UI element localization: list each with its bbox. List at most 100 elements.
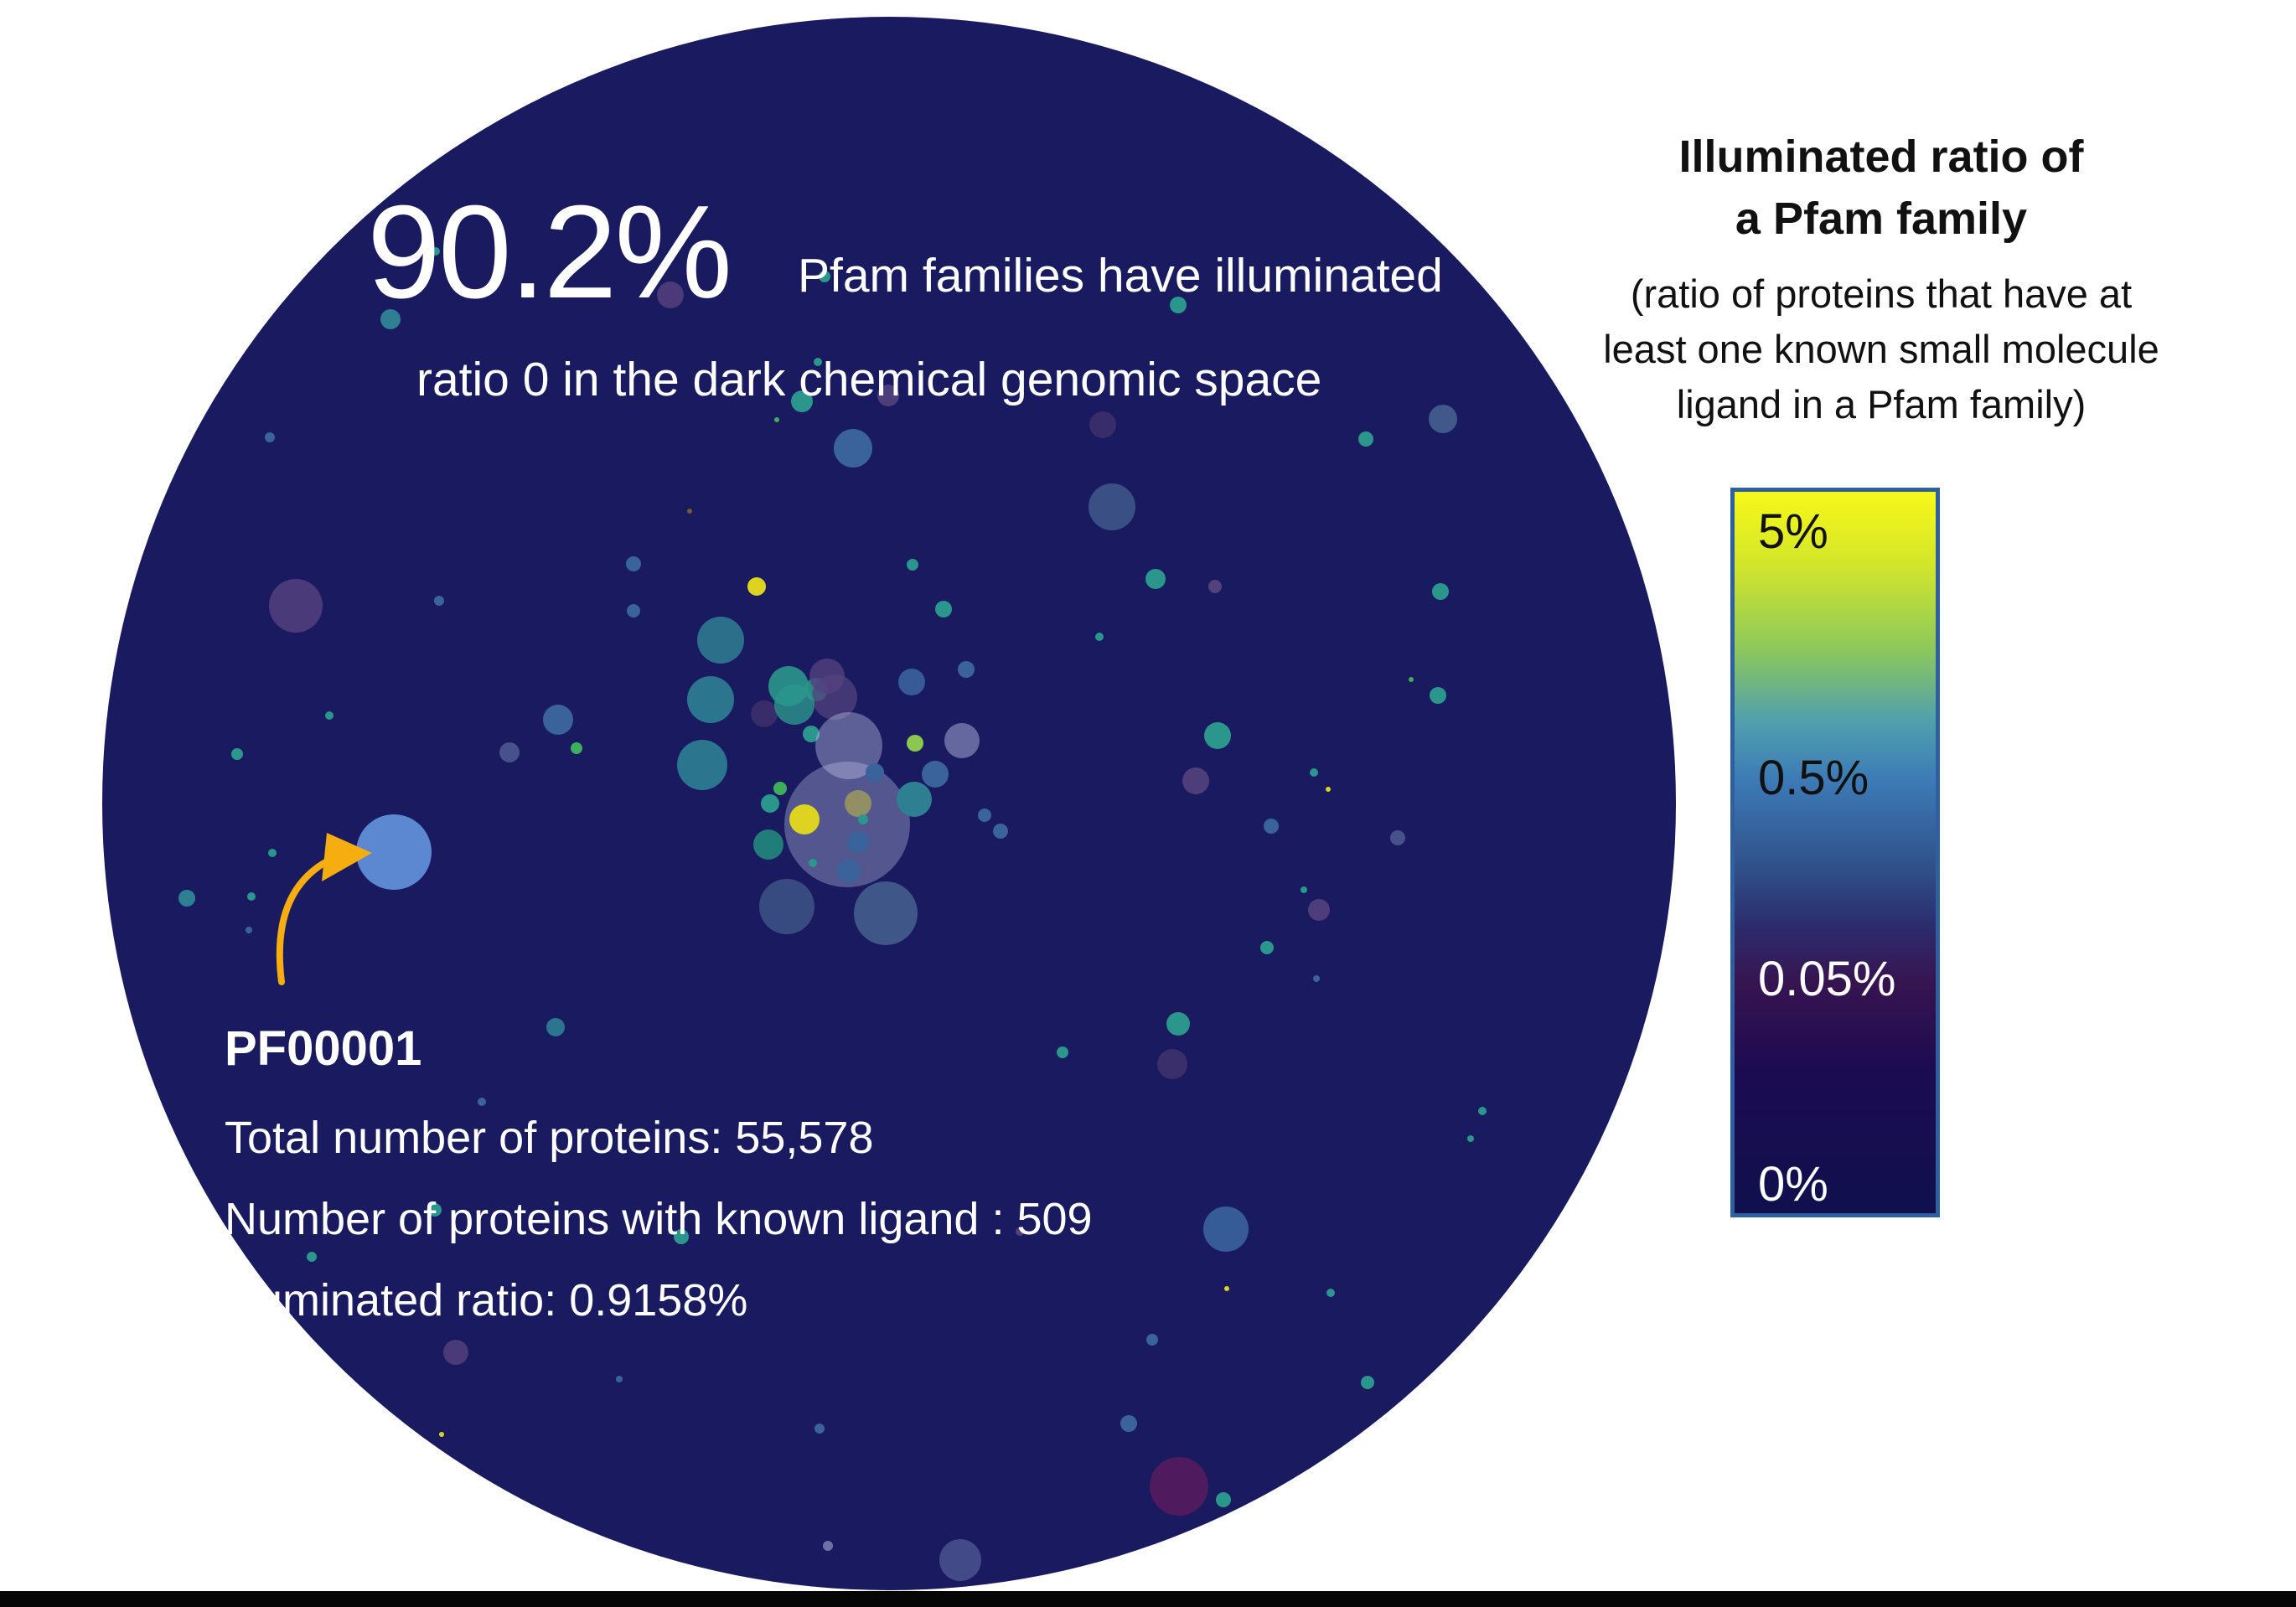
bubble (657, 282, 684, 308)
bubble (1016, 1227, 1024, 1236)
bubble (325, 711, 334, 720)
legend-subtitle: (ratio of proteins that have at least on… (1592, 266, 2170, 432)
bubble (944, 723, 980, 758)
bubble (834, 429, 872, 468)
bubble (478, 1098, 486, 1106)
bubble (922, 761, 949, 788)
bubble (687, 676, 734, 723)
bubble (761, 794, 779, 813)
bubble (1182, 767, 1209, 794)
bubble (751, 700, 778, 727)
bubble (1120, 1415, 1137, 1432)
colorbar-tick-label: 0.05% (1758, 952, 1896, 1006)
headline-line2: ratio 0 in the dark chemical genomic spa… (416, 353, 1322, 406)
bubble (907, 559, 918, 571)
bubble (1390, 830, 1405, 845)
bubble (1146, 1334, 1158, 1346)
bubble (428, 1203, 442, 1217)
bubble (847, 831, 869, 853)
bubble (1358, 431, 1373, 447)
bubble (789, 804, 820, 835)
bubble (268, 849, 277, 857)
pf-known-ligand: Number of proteins with known ligand : 5… (225, 1194, 1093, 1244)
colorbar: 5% 0.5% 0.05% 0% (1730, 488, 1940, 1217)
bubble (434, 596, 444, 606)
bubble (1301, 886, 1307, 893)
pf-total-proteins: Total number of proteins: 55,578 (225, 1113, 874, 1163)
bubble (677, 740, 727, 790)
pf-family-label: PF00001 (225, 1021, 422, 1076)
bubble (443, 1340, 468, 1365)
bubble (935, 601, 952, 617)
bubble (1478, 1107, 1487, 1115)
bubble (854, 881, 918, 945)
bubble (1203, 1207, 1249, 1252)
bubble (178, 890, 195, 907)
bubble (1089, 411, 1116, 438)
bubble (439, 1432, 444, 1437)
bubble (380, 309, 401, 329)
legend-title-line2: a Pfam family (1735, 194, 2028, 244)
pf-family-stats: Total number of proteins: 55,578 Number … (225, 1098, 1093, 1341)
bubble (1150, 1457, 1208, 1516)
bubble (958, 661, 975, 678)
legend-subtitle-line1: (ratio of proteins that have at (1630, 271, 2133, 316)
bubble (1432, 583, 1449, 600)
bubble (432, 247, 440, 256)
bubble (546, 1018, 565, 1036)
bubble (1313, 975, 1320, 982)
bubble (265, 432, 275, 442)
bubble (907, 735, 923, 752)
bubble (866, 763, 884, 782)
bubble (269, 579, 323, 633)
bubble (791, 390, 813, 412)
bubble (753, 829, 783, 860)
bubble (897, 782, 932, 817)
bubble (231, 748, 243, 760)
bubble (1208, 580, 1222, 593)
bubble (1166, 1012, 1190, 1036)
colorbar-tick-label: 5% (1758, 504, 1828, 559)
bubble (246, 927, 252, 933)
dark-space-circle (102, 17, 1676, 1590)
bubble (626, 556, 641, 571)
legend-block: Illuminated ratio of a Pfam family (rati… (1592, 126, 2170, 432)
bubble (993, 824, 1008, 839)
bubble (1260, 941, 1274, 954)
bubble (1089, 483, 1135, 530)
bubble (858, 814, 868, 824)
bubble (845, 790, 871, 817)
legend-title: Illuminated ratio of a Pfam family (1592, 126, 2170, 250)
bubble (823, 1541, 833, 1551)
bubble (774, 685, 814, 725)
bubble (1204, 722, 1231, 749)
bubble (1095, 633, 1104, 641)
bubble (1310, 768, 1318, 777)
bubble (747, 577, 766, 596)
bubble (1224, 1286, 1229, 1291)
legend-subtitle-line2: least one known small molecule (1603, 327, 2159, 371)
bubble (814, 1424, 825, 1434)
bubble (247, 892, 256, 901)
bubble (1145, 569, 1166, 589)
bubble (1170, 297, 1187, 313)
pf-illuminated-ratio: Illuminated ratio: 0.9158% (225, 1275, 748, 1325)
bubble (1361, 1376, 1374, 1389)
bubble (1326, 1289, 1335, 1297)
colorbar-tick-label: 0% (1758, 1157, 1828, 1212)
bubble (1429, 405, 1457, 433)
bubble (939, 1539, 981, 1581)
bubble (877, 385, 899, 406)
pf00001-bubble (356, 814, 432, 890)
bubble (1264, 819, 1279, 834)
bubble (759, 879, 814, 934)
bubble (543, 705, 573, 735)
bubble (571, 742, 582, 754)
bubble (1157, 1049, 1187, 1079)
legend-title-line1: Illuminated ratio of (1678, 132, 2084, 182)
bubble (1326, 787, 1331, 792)
bubble (1308, 899, 1330, 921)
bubble (803, 726, 820, 742)
bubble (1057, 1046, 1068, 1058)
